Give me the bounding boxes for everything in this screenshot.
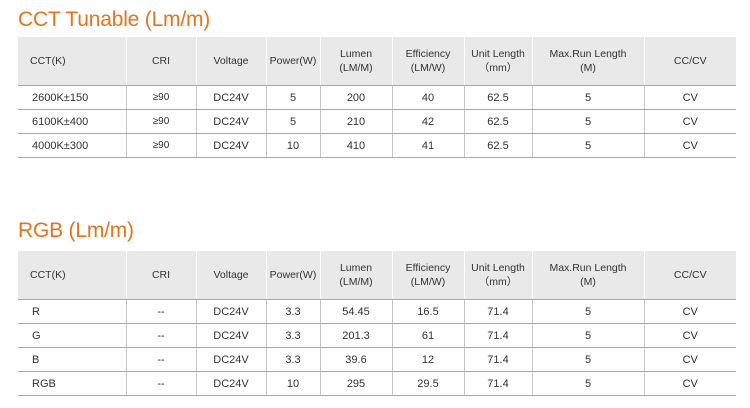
cell-voltage: DC24V xyxy=(195,371,266,396)
cell-efficiency: 12 xyxy=(391,347,464,372)
rgb-table: CCT(K) CRI Voltage Power(W) Lumen (LM/M) … xyxy=(18,251,736,396)
cell-unit-length: 62.5 xyxy=(463,109,532,134)
header-unit-length: Unit Length （mm） xyxy=(463,37,532,86)
header-max-run-length: Max.Run Length (M) xyxy=(531,37,644,86)
cct-tunable-table: CCT(K) CRI Voltage Power(W) Lumen (LM/M) … xyxy=(18,37,736,158)
cell-lumen: 410 xyxy=(319,133,392,158)
cell-max-run-length: 5 xyxy=(531,133,644,158)
header-cri: CRI xyxy=(125,37,196,86)
cell-power: 10 xyxy=(265,133,320,158)
header-power: Power(W) xyxy=(265,251,320,300)
cell-power: 3.3 xyxy=(265,347,320,372)
cell-unit-length: 71.4 xyxy=(463,347,532,372)
cell-cri: -- xyxy=(125,299,196,324)
cell-cri: ≥90 xyxy=(125,133,196,158)
cell-power: 5 xyxy=(265,109,320,134)
cell-efficiency: 29.5 xyxy=(391,371,464,396)
cell-max-run-length: 5 xyxy=(531,109,644,134)
cell-power: 10 xyxy=(265,371,320,396)
cell-efficiency: 42 xyxy=(391,109,464,134)
cell-cct: R xyxy=(18,299,126,324)
cell-lumen: 200 xyxy=(319,85,392,110)
table-row: 6100K±400 ≥90 DC24V 5 210 42 62.5 5 CV xyxy=(18,109,736,134)
header-power: Power(W) xyxy=(265,37,320,86)
cell-lumen: 210 xyxy=(319,109,392,134)
cell-power: 3.3 xyxy=(265,299,320,324)
header-cri: CRI xyxy=(125,251,196,300)
cell-voltage: DC24V xyxy=(195,323,266,348)
cell-cri: -- xyxy=(125,371,196,396)
cell-cri: -- xyxy=(125,347,196,372)
cell-max-run-length: 5 xyxy=(531,323,644,348)
header-voltage: Voltage xyxy=(195,37,266,86)
cell-voltage: DC24V xyxy=(195,85,266,110)
header-cct: CCT(K) xyxy=(18,37,126,86)
table-row: 4000K±300 ≥90 DC24V 10 410 41 62.5 5 CV xyxy=(18,133,736,158)
cell-cct: 2600K±150 xyxy=(18,85,126,110)
header-voltage: Voltage xyxy=(195,251,266,300)
cell-max-run-length: 5 xyxy=(531,371,644,396)
section-title-rgb: RGB (Lm/m) xyxy=(18,219,134,242)
section-title-cct-tunable: CCT Tunable (Lm/m) xyxy=(18,8,211,31)
cell-voltage: DC24V xyxy=(195,299,266,324)
cell-cct: 6100K±400 xyxy=(18,109,126,134)
header-efficiency: Efficiency (LM/W) xyxy=(391,37,464,86)
cell-unit-length: 71.4 xyxy=(463,323,532,348)
cell-unit-length: 62.5 xyxy=(463,85,532,110)
cell-cri: ≥90 xyxy=(125,109,196,134)
cell-cc-cv: CV xyxy=(643,133,736,158)
cell-cc-cv: CV xyxy=(643,85,736,110)
cell-cri: ≥90 xyxy=(125,85,196,110)
cell-cc-cv: CV xyxy=(643,347,736,372)
cell-cc-cv: CV xyxy=(643,371,736,396)
cell-cc-cv: CV xyxy=(643,323,736,348)
cell-power: 5 xyxy=(265,85,320,110)
table-row: B -- DC24V 3.3 39.6 12 71.4 5 CV xyxy=(18,347,736,372)
cell-cc-cv: CV xyxy=(643,109,736,134)
cell-unit-length: 62.5 xyxy=(463,133,532,158)
cell-efficiency: 16.5 xyxy=(391,299,464,324)
header-efficiency: Efficiency (LM/W) xyxy=(391,251,464,300)
cell-efficiency: 41 xyxy=(391,133,464,158)
cell-voltage: DC24V xyxy=(195,133,266,158)
cell-lumen: 54.45 xyxy=(319,299,392,324)
cell-unit-length: 71.4 xyxy=(463,299,532,324)
table-row: R -- DC24V 3.3 54.45 16.5 71.4 5 CV xyxy=(18,299,736,324)
cell-max-run-length: 5 xyxy=(531,347,644,372)
header-unit-length: Unit Length （mm） xyxy=(463,251,532,300)
cell-power: 3.3 xyxy=(265,323,320,348)
table-row: 2600K±150 ≥90 DC24V 5 200 40 62.5 5 CV xyxy=(18,85,736,110)
cell-max-run-length: 5 xyxy=(531,299,644,324)
cell-cct: 4000K±300 xyxy=(18,133,126,158)
header-cct: CCT(K) xyxy=(18,251,126,300)
cell-unit-length: 71.4 xyxy=(463,371,532,396)
table-row: G -- DC24V 3.3 201.3 61 71.4 5 CV xyxy=(18,323,736,348)
header-cc-cv: CC/CV xyxy=(643,251,736,300)
cell-lumen: 295 xyxy=(319,371,392,396)
cell-cct: B xyxy=(18,347,126,372)
cell-cri: -- xyxy=(125,323,196,348)
cell-lumen: 39.6 xyxy=(319,347,392,372)
header-lumen: Lumen (LM/M) xyxy=(319,37,392,86)
table-header-row: CCT(K) CRI Voltage Power(W) Lumen (LM/M) … xyxy=(18,251,736,300)
cell-max-run-length: 5 xyxy=(531,85,644,110)
header-lumen: Lumen (LM/M) xyxy=(319,251,392,300)
header-cc-cv: CC/CV xyxy=(643,37,736,86)
cell-efficiency: 40 xyxy=(391,85,464,110)
cell-cc-cv: CV xyxy=(643,299,736,324)
table-row: RGB -- DC24V 10 295 29.5 71.4 5 CV xyxy=(18,371,736,396)
header-max-run-length: Max.Run Length (M) xyxy=(531,251,644,300)
cell-voltage: DC24V xyxy=(195,347,266,372)
cell-lumen: 201.3 xyxy=(319,323,392,348)
cell-voltage: DC24V xyxy=(195,109,266,134)
cell-cct: G xyxy=(18,323,126,348)
cell-cct: RGB xyxy=(18,371,126,396)
cell-efficiency: 61 xyxy=(391,323,464,348)
table-header-row: CCT(K) CRI Voltage Power(W) Lumen (LM/M) … xyxy=(18,37,736,86)
